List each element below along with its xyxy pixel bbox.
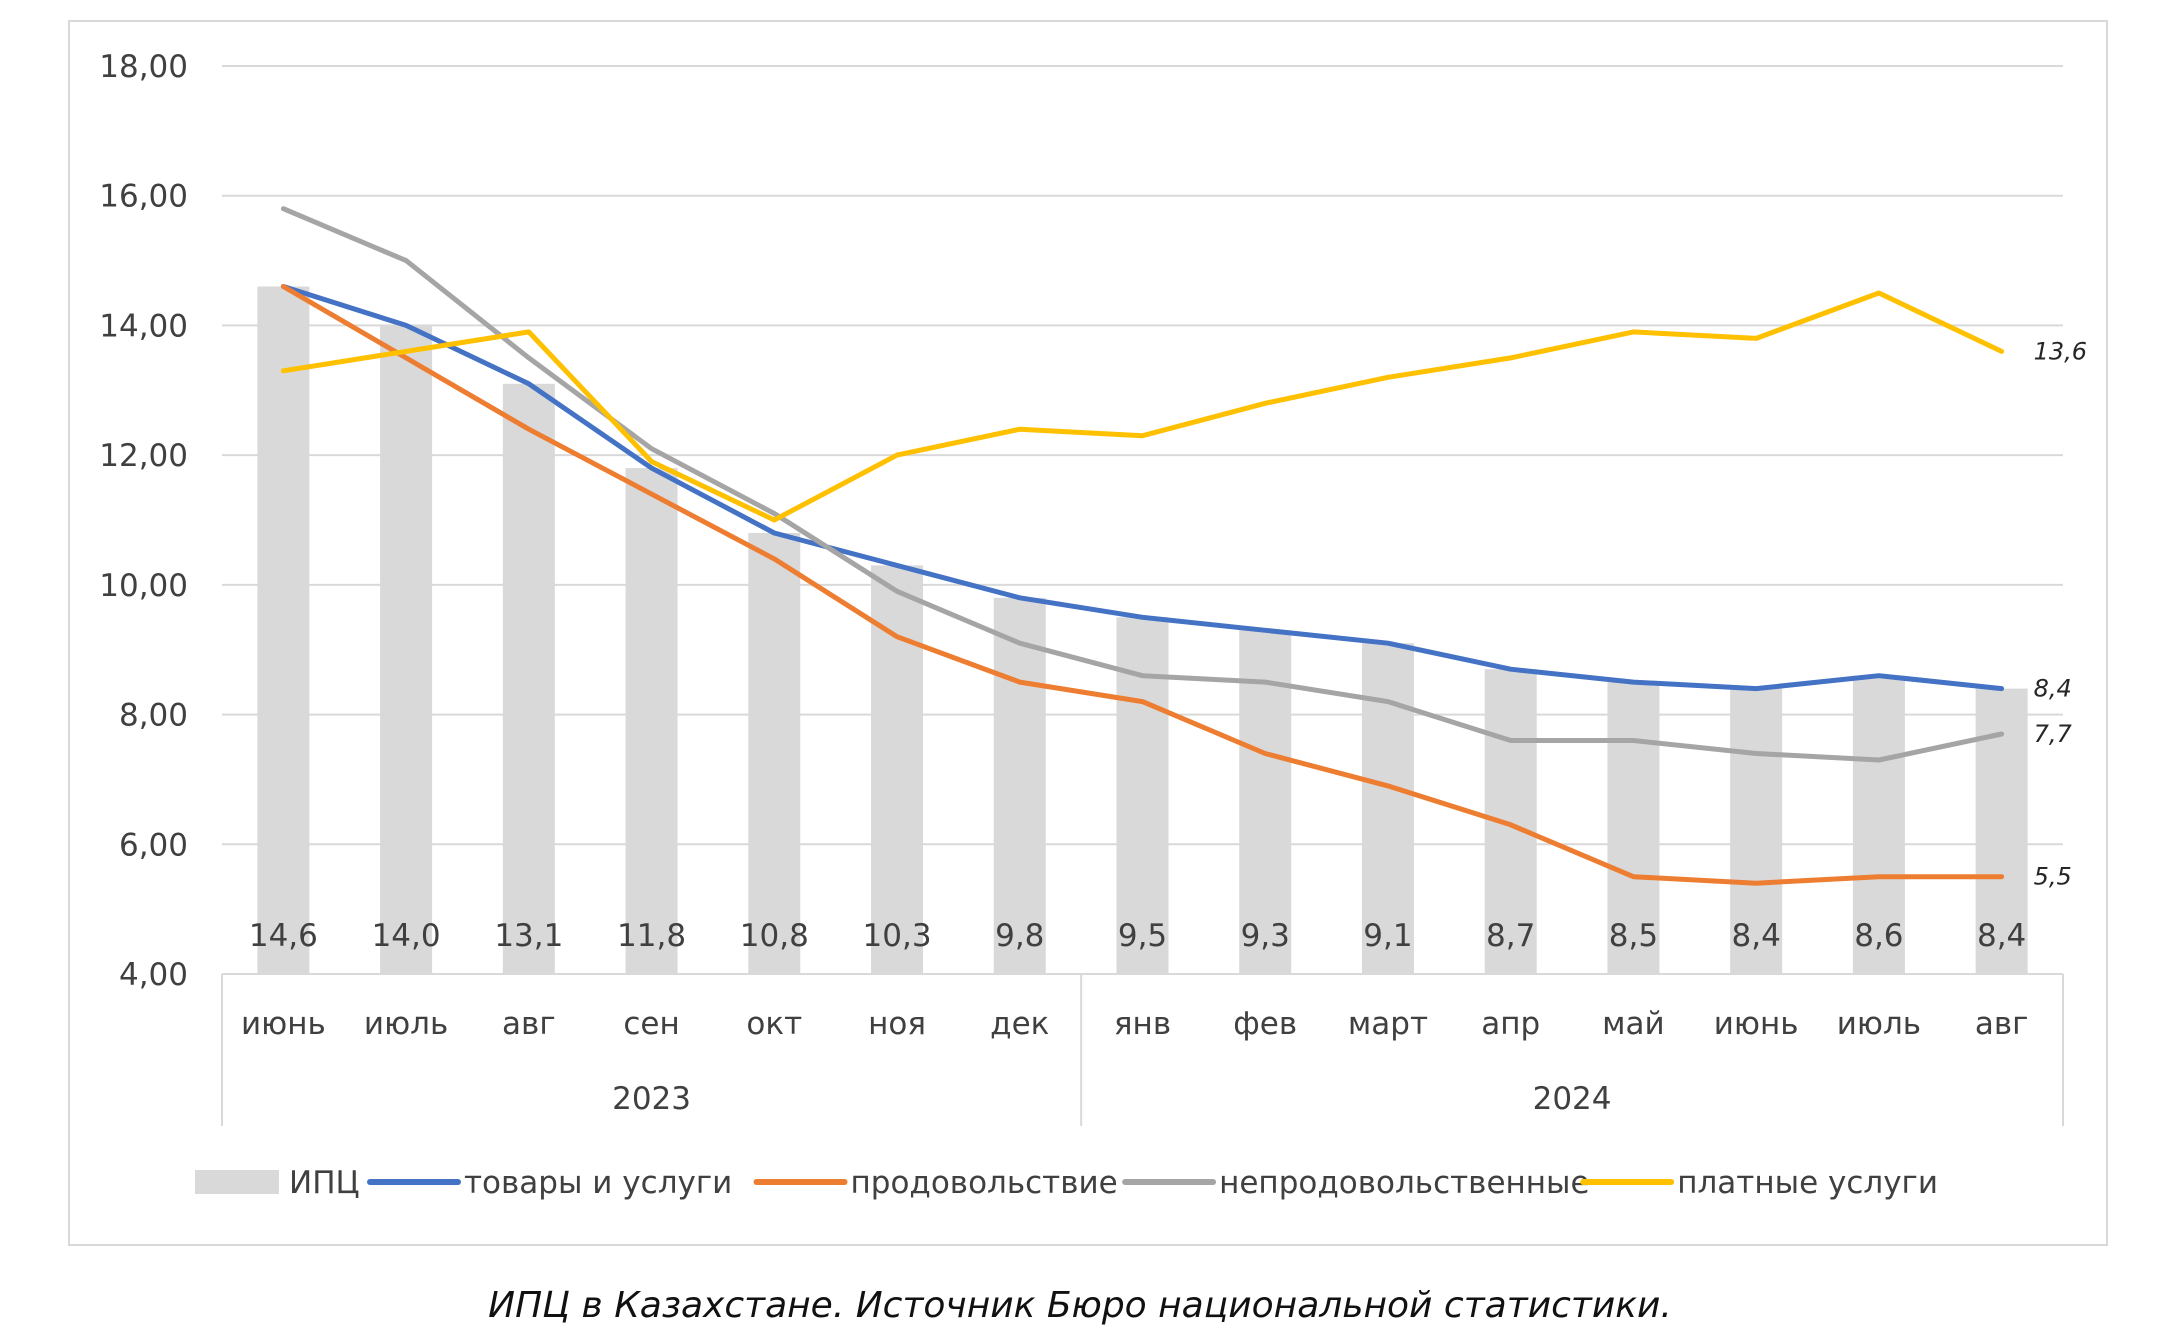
y-tick-label: 16,00 [99, 179, 188, 215]
legend-label: продовольствие [851, 1165, 1118, 1201]
bar-ipc [993, 597, 1046, 974]
bar-value-label: 9,1 [1363, 918, 1412, 954]
x-category-label: июнь [241, 1006, 326, 1042]
bar-value-label: 8,4 [1732, 918, 1781, 954]
legend-label: товары и услуги [464, 1165, 732, 1201]
legend-swatch-ipc [195, 1170, 279, 1194]
bar-ipc [257, 286, 310, 974]
bar-ipc [748, 532, 801, 974]
y-tick-label: 10,00 [99, 568, 188, 604]
x-category-label: авг [502, 1006, 556, 1042]
x-category-label: дек [990, 1006, 1049, 1042]
x-category-label: окт [746, 1006, 802, 1042]
x-category-label: март [1348, 1006, 1428, 1042]
x-year-label: 2024 [1533, 1081, 1612, 1117]
bar-ipc [380, 325, 433, 974]
x-category-label: фев [1233, 1006, 1297, 1042]
bar-ipc [1607, 682, 1660, 974]
bar-ipc [1730, 688, 1783, 974]
bar-value-label: 11,8 [617, 918, 686, 954]
bar-value-label: 8,7 [1486, 918, 1535, 954]
bar-value-label: 8,5 [1609, 918, 1658, 954]
chart-caption: ИПЦ в Казахстане. Источник Бюро национал… [488, 1285, 1672, 1326]
end-value-label: 7,7 [2034, 720, 2073, 748]
x-category-label: авг [1975, 1006, 2029, 1042]
bar-value-label: 14,0 [372, 918, 441, 954]
y-tick-label: 6,00 [119, 827, 188, 863]
y-tick-label: 18,00 [99, 49, 188, 85]
x-category-label: сен [623, 1006, 679, 1042]
bar-value-label: 14,6 [249, 918, 318, 954]
x-category-label: июнь [1714, 1006, 1799, 1042]
bar-value-label: 8,4 [1977, 918, 2026, 954]
bar-ipc [1852, 675, 1905, 974]
y-tick-label: 8,00 [119, 698, 188, 734]
y-tick-label: 12,00 [99, 438, 188, 474]
legend-label: ИПЦ [289, 1165, 360, 1201]
x-category-label: янв [1114, 1006, 1171, 1042]
bar-value-label: 13,1 [494, 918, 563, 954]
x-category-label: июль [364, 1006, 448, 1042]
bar-ipc [1239, 630, 1292, 974]
bar-value-label: 10,3 [863, 918, 932, 954]
legend-label: платные услуги [1677, 1165, 1938, 1201]
bar-value-label: 8,6 [1854, 918, 1903, 954]
end-value-label: 5,5 [2034, 863, 2072, 891]
bar-ipc [625, 468, 678, 974]
x-category-label: апр [1481, 1006, 1540, 1042]
bar-value-label: 9,5 [1118, 918, 1167, 954]
bar-ipc [502, 383, 555, 974]
end-value-label: 13,6 [2034, 337, 2087, 365]
series-line [280, 284, 2005, 692]
bar-value-label: 9,8 [995, 918, 1044, 954]
x-category-label: май [1602, 1006, 1665, 1042]
bar-value-label: 9,3 [1241, 918, 1290, 954]
chart-frame: 8,4 5,5 7,7 13,6 14,6 14,0 13,1 11,8 10,8 10,3 9,… [68, 20, 2108, 1246]
end-value-label: 8,4 [2034, 675, 2072, 703]
bar-value-label: 10,8 [740, 918, 809, 954]
y-tick-label: 4,00 [119, 957, 188, 993]
series-line [280, 206, 2005, 763]
x-category-label: ноя [868, 1006, 926, 1042]
x-year-label: 2023 [612, 1081, 691, 1117]
series-line [280, 290, 2005, 523]
legend-label: непродовольственные [1219, 1165, 1590, 1201]
y-tick-label: 14,00 [99, 308, 188, 344]
chart-svg: 8,4 5,5 7,7 13,6 14,6 14,0 13,1 11,8 10,8 10,3 9,… [99, 49, 2087, 1201]
bar-ipc [871, 565, 924, 974]
x-category-label: июль [1837, 1006, 1921, 1042]
series-line [280, 284, 2005, 886]
